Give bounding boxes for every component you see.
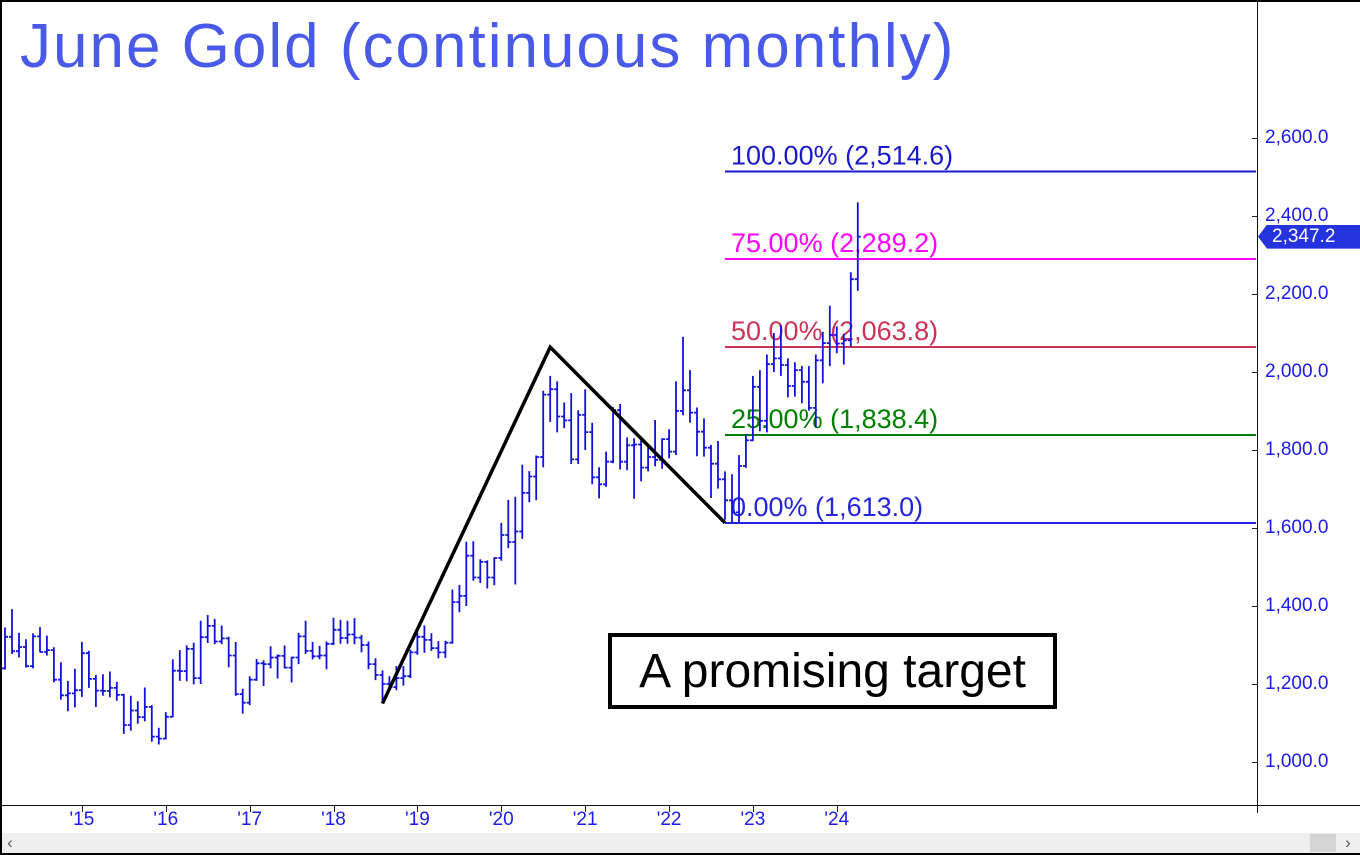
x-axis-tick [165,805,167,812]
x-axis-tick [669,805,671,812]
window-border-left [0,0,2,855]
fib-label-0: 0.00% (1,613.0) [731,492,923,522]
x-axis-tick [836,805,838,812]
y-axis-tick [1252,762,1258,763]
plot-area[interactable]: 100.00% (2,514.6) 75.00% (2,289.2) 50.00% … [0,0,1258,805]
y-axis-tick [1252,528,1258,529]
x-axis-label: '16 [153,809,179,830]
x-axis-label: '24 [824,809,850,830]
window-border-top [0,0,1360,2]
x-axis-tick [333,805,335,812]
fib-label-75: 75.00% (2,289.2) [731,228,938,258]
chart-canvas: 100.00% (2,514.6) 75.00% (2,289.2) 50.00% … [2,140,1256,745]
last-price-badge: 2,347.2 [1258,224,1360,249]
x-axis-label: '17 [237,809,263,830]
horizontal-scrollbar[interactable]: ‹ › [0,833,1360,853]
x-axis-label: '19 [405,809,430,830]
y-axis-tick [1252,606,1258,607]
date-axis-line [0,805,1360,806]
fib-label-50: 50.00% (2,063.8) [731,316,938,346]
y-axis-tick [1252,684,1258,685]
scroll-right-arrow-icon[interactable]: › [1345,833,1351,852]
x-axis-tick [81,805,83,812]
x-axis-tick [752,805,754,812]
fib-label-100: 100.00% (2,514.6) [731,140,953,170]
y-axis-tick [1252,372,1258,373]
annotation-box: A promising target [608,633,1057,709]
y-axis-label: 1,000.0 [1265,751,1329,772]
y-axis-label: 2,200.0 [1265,283,1329,304]
y-axis-tick [1252,138,1258,139]
x-axis-label: '18 [321,809,346,830]
price-axis-line [1257,0,1258,813]
chart-title: June Gold (continuous monthly) [20,12,956,81]
x-axis-label: '20 [488,809,514,830]
y-axis-tick [1252,294,1258,295]
x-axis-tick [585,805,587,812]
annotation-text: A promising target [639,644,1026,698]
scroll-left-arrow-icon[interactable]: ‹ [7,833,13,852]
y-axis-label: 1,200.0 [1265,673,1329,694]
y-axis-tick [1252,216,1258,217]
y-axis-label: 1,400.0 [1265,595,1329,616]
fib-label-25: 25.00% (1,838.4) [731,404,938,434]
x-axis-label: '23 [740,809,766,830]
y-axis-label: 1,800.0 [1265,439,1329,460]
price-axis: 2,600.0 2,400.0 2,200.0 2,000.0 1,800.0 1,600… [1252,0,1360,805]
price-bars [2,202,861,745]
scrollbar-thumb[interactable] [1310,834,1336,852]
x-axis-tick [417,805,419,812]
x-axis-label: '22 [656,809,682,830]
y-axis-label: 1,600.0 [1265,517,1329,538]
x-axis-label: '21 [572,809,598,830]
y-axis-label: 2,600.0 [1265,127,1329,148]
x-axis-tick [501,805,503,812]
y-axis-label: 2,000.0 [1265,361,1329,382]
window-border-bottom [0,853,1360,855]
y-axis-tick [1252,450,1258,451]
date-axis: '15 '16 '17 '18 '19 '20 '21 '22 '23 '24 [0,805,1360,833]
x-axis-label: '15 [69,809,95,830]
x-axis-tick [249,805,251,812]
y-axis-label: 2,400.0 [1265,205,1329,226]
trendline [380,344,727,705]
